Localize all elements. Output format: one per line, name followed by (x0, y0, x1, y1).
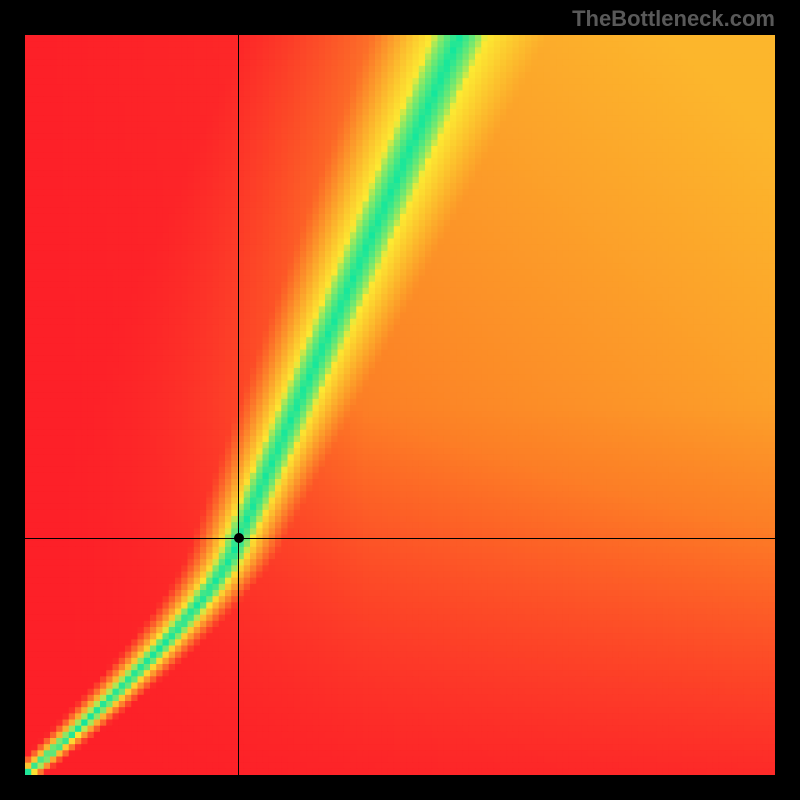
watermark-text: TheBottleneck.com (572, 6, 775, 32)
chart-container: TheBottleneck.com (0, 0, 800, 800)
heatmap-canvas (25, 35, 775, 775)
crosshair-vertical (238, 35, 239, 775)
heatmap-plot (25, 35, 775, 775)
crosshair-horizontal (25, 538, 775, 539)
data-point-marker (234, 533, 244, 543)
